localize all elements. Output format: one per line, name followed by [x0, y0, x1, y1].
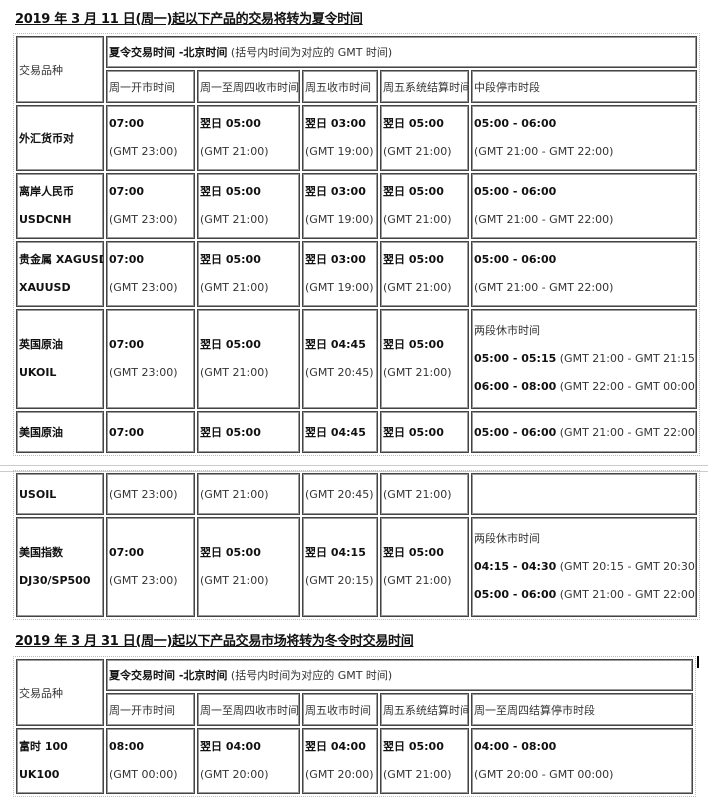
cell: 07:00 (GMT 23:00) — [106, 105, 195, 171]
table-row: 外汇货币对 07:00 (GMT 23:00) 翌日 05:00 (GMT 21:0… — [16, 105, 697, 171]
summer-time-table-continued: USOIL (GMT 23:00) (GMT 21:00) (GMT 20:45… — [13, 470, 700, 620]
product-name: 英国原油 UKOIL — [16, 309, 104, 409]
product-name: 富时 100 UK100 — [16, 728, 104, 794]
break-cell: 两段休市时间 04:15 - 04:30 (GMT 20:15 - GMT 20:… — [471, 517, 697, 617]
col-header: 周五收市时间 — [302, 693, 378, 726]
cell: 04:00 - 08:00 (GMT 20:00 - GMT 00:00) — [471, 728, 693, 794]
cell: 翌日 05:00 (GMT 21:00) — [197, 309, 300, 409]
cell: 翌日 04:45 — [302, 411, 378, 453]
cell: 翌日 05:00 (GMT 21:00) — [380, 105, 469, 171]
cell: 翌日 05:00 (GMT 21:00) — [197, 517, 300, 617]
product-name: 美国原油 — [16, 411, 104, 453]
product-name: 贵金属 XAGUSD/XAUUSD — [16, 241, 104, 307]
cell: 07:00 — [106, 411, 195, 453]
table-row: 美国原油 07:00 翌日 05:00 翌日 04:45 翌日 05:00 05… — [16, 411, 697, 453]
group-header: 夏令交易时间 -北京时间 (括号内时间为对应的 GMT 时间) — [106, 36, 697, 68]
cell: 07:00 (GMT 23:00) — [106, 309, 195, 409]
break-cell: 两段休市时间 05:00 - 05:15 (GMT 21:00 - GMT 21:… — [471, 309, 697, 409]
col-header: 周一至周四结算停市时段 — [471, 693, 693, 726]
page-break — [0, 465, 708, 472]
cell: (GMT 21:00) — [197, 473, 300, 515]
section1-title: 2019 年 3 月 11 日(周一)起以下产品的交易将转为夏令时间 — [15, 12, 363, 27]
cell: 翌日 05:00 (GMT 21:00) — [197, 241, 300, 307]
cell: 05:00 - 06:00 (GMT 21:00 - GMT 22:00) — [471, 411, 697, 453]
cell: 翌日 05:00 (GMT 21:00) — [380, 241, 469, 307]
cell: 翌日 04:00 (GMT 20:00) — [302, 728, 378, 794]
cell: 05:00 - 06:00 (GMT 21:00 - GMT 22:00) — [471, 173, 697, 239]
col-header: 周五系统结算时间 — [380, 693, 469, 726]
cell: 翌日 03:00 (GMT 19:00) — [302, 241, 378, 307]
cell: 翌日 05:00 — [380, 411, 469, 453]
product-header: 交易品种 — [16, 36, 104, 103]
table-row: 英国原油 UKOIL 07:00 (GMT 23:00) 翌日 05:00 (GMT … — [16, 309, 697, 409]
cell: 翌日 04:45 (GMT 20:45) — [302, 309, 378, 409]
cell: 08:00 (GMT 00:00) — [106, 728, 195, 794]
col-header: 周一开市时间 — [106, 70, 195, 103]
cell: 翌日 05:00 (GMT 21:00) — [380, 728, 469, 794]
text-cursor — [697, 656, 699, 668]
cell: (GMT 23:00) — [106, 473, 195, 515]
group-header: 夏令交易时间 -北京时间 (括号内时间为对应的 GMT 时间) — [106, 659, 693, 691]
cell — [471, 473, 697, 515]
col-header: 周一至周四收市时间 — [197, 70, 300, 103]
product-name: 外汇货币对 — [16, 105, 104, 171]
cell: 07:00 (GMT 23:00) — [106, 173, 195, 239]
section2-title: 2019 年 3 月 31 日(周一)起以下产品交易市场将转为冬令时交易时间 — [15, 634, 414, 649]
table-row: 富时 100 UK100 08:00 (GMT 00:00) 翌日 04:00 (GM… — [16, 728, 693, 794]
cell: 翌日 05:00 (GMT 21:00) — [380, 309, 469, 409]
summer-time-table: 交易品种 夏令交易时间 -北京时间 (括号内时间为对应的 GMT 时间) 周一开… — [13, 33, 700, 456]
cell: (GMT 20:45) — [302, 473, 378, 515]
cell: 翌日 05:00 (GMT 21:00) — [380, 517, 469, 617]
cell: 翌日 03:00 (GMT 19:00) — [302, 105, 378, 171]
product-header: 交易品种 — [16, 659, 104, 726]
table-row: 离岸人民币 USDCNH 07:00 (GMT 23:00) 翌日 05:00 (GM… — [16, 173, 697, 239]
cell: (GMT 21:00) — [380, 473, 469, 515]
cell: 07:00 (GMT 23:00) — [106, 517, 195, 617]
cell: 翌日 04:00 (GMT 20:00) — [197, 728, 300, 794]
cell: 05:00 - 06:00 (GMT 21:00 - GMT 22:00) — [471, 241, 697, 307]
cell: 05:00 - 06:00 (GMT 21:00 - GMT 22:00) — [471, 105, 697, 171]
table-row: 美国指数 DJ30/SP500 07:00 (GMT 23:00) 翌日 05:00… — [16, 517, 697, 617]
cell: 翌日 05:00 (GMT 21:00) — [380, 173, 469, 239]
cell: 翌日 03:00 (GMT 19:00) — [302, 173, 378, 239]
winter-time-table: 交易品种 夏令交易时间 -北京时间 (括号内时间为对应的 GMT 时间) 周一开… — [13, 656, 696, 797]
table-row: USOIL (GMT 23:00) (GMT 21:00) (GMT 20:45… — [16, 473, 697, 515]
col-header: 周一开市时间 — [106, 693, 195, 726]
cell: 翌日 05:00 (GMT 21:00) — [197, 173, 300, 239]
cell: 翌日 05:00 (GMT 21:00) — [197, 105, 300, 171]
col-header: 周一至周四收市时间 — [197, 693, 300, 726]
cell: 翌日 05:00 — [197, 411, 300, 453]
col-header: 中段停市时段 — [471, 70, 697, 103]
product-name: 美国指数 DJ30/SP500 — [16, 517, 104, 617]
table-row: 贵金属 XAGUSD/XAUUSD 07:00 (GMT 23:00) 翌日 05… — [16, 241, 697, 307]
cell: 翌日 04:15 (GMT 20:15) — [302, 517, 378, 617]
col-header: 周五收市时间 — [302, 70, 378, 103]
cell: 07:00 (GMT 23:00) — [106, 241, 195, 307]
product-name: 离岸人民币 USDCNH — [16, 173, 104, 239]
col-header: 周五系统结算时间 — [380, 70, 469, 103]
product-name: USOIL — [16, 473, 104, 515]
